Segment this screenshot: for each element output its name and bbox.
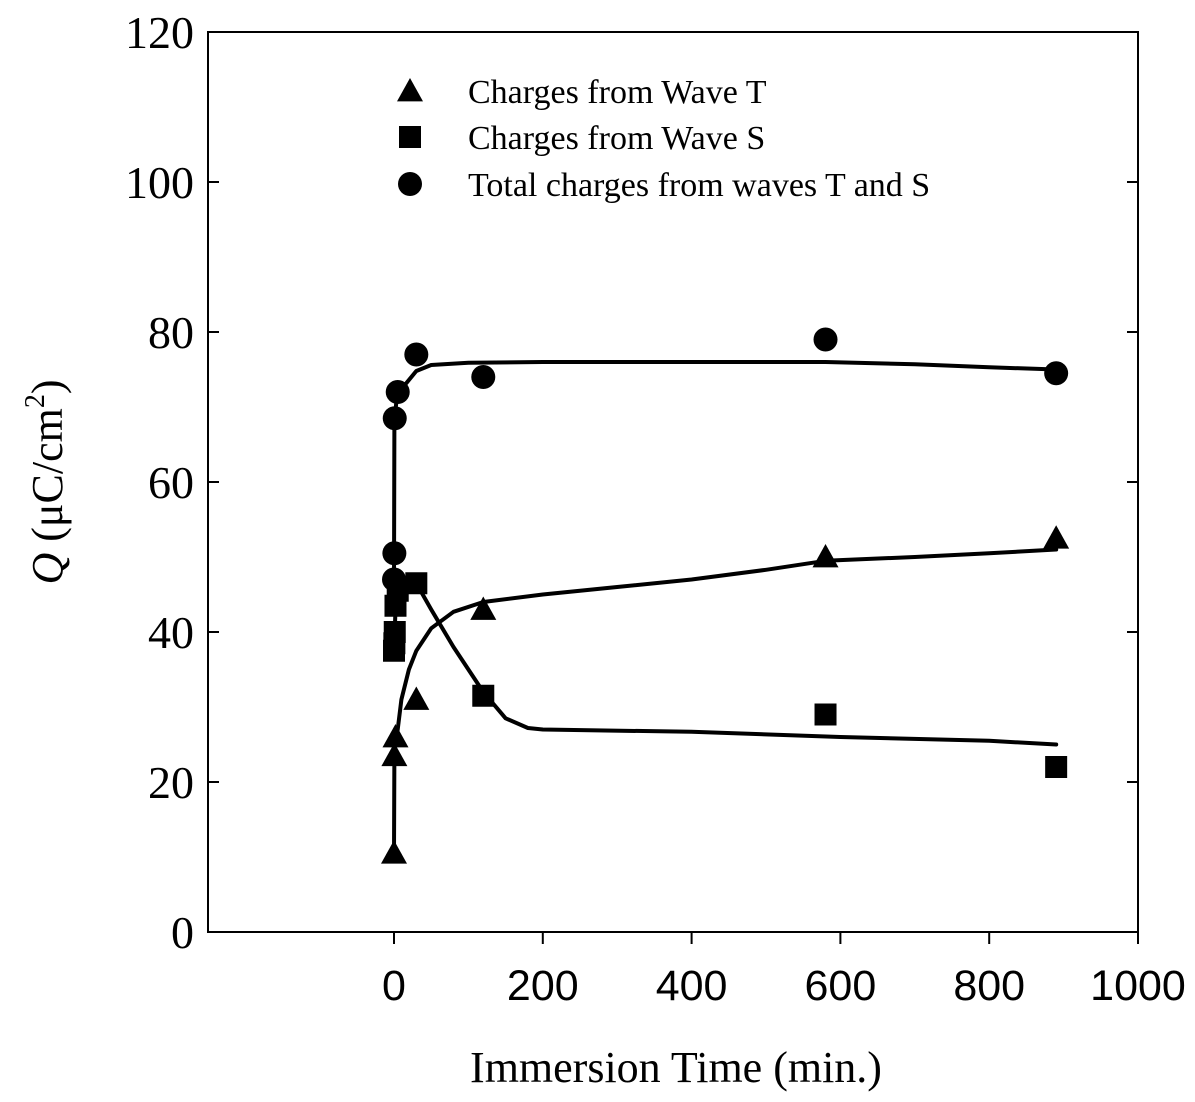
fit-line-wave-s (392, 581, 1059, 747)
legend: Charges from Wave T Charges from Wave S To… (397, 74, 930, 204)
x-tick-label: 800 (953, 962, 1025, 1010)
legend-marker-wave-t (397, 78, 423, 102)
data-markers (381, 327, 1070, 864)
x-tick-label: 1000 (1090, 962, 1186, 1010)
point-total (1044, 361, 1069, 386)
legend-label-wave-t: Charges from Wave T (468, 74, 767, 111)
x-tick-label: 200 (507, 962, 579, 1010)
point-wave-t (812, 544, 839, 568)
y-tick-label: 120 (125, 7, 194, 58)
y-tick-label: 80 (148, 307, 194, 358)
point-wave-s (814, 703, 837, 726)
y-axis-label-symbol: Q (23, 553, 72, 585)
x-axis-ticks: 0 200 400 600 800 1000 (382, 932, 1186, 1010)
y-axis-ticks: 0 20 40 60 80 100 120 (125, 7, 1138, 958)
point-wave-t (382, 724, 409, 748)
x-tick-label: 400 (656, 962, 728, 1010)
y-axis-label-unit: (μC/cm (23, 408, 72, 553)
point-total (382, 541, 407, 566)
y-tick-label: 100 (125, 157, 194, 208)
point-wave-t (381, 840, 407, 864)
x-axis-label: Immersion Time (min.) (470, 1043, 882, 1092)
y-tick-label: 20 (148, 757, 194, 808)
point-wave-t (381, 742, 408, 767)
y-tick-label: 60 (148, 457, 194, 508)
point-total (404, 342, 429, 367)
point-wave-t (403, 686, 430, 710)
fit-lines (392, 360, 1059, 856)
point-wave-s (383, 621, 406, 643)
point-total (813, 327, 838, 352)
point-wave-s (472, 684, 495, 707)
legend-marker-total (398, 172, 422, 196)
point-total (382, 406, 407, 431)
fit-line-total (392, 360, 1059, 582)
x-tick-label: 600 (805, 962, 877, 1010)
legend-label-wave-s: Charges from Wave S (468, 120, 765, 157)
point-total (471, 365, 496, 389)
point-wave-t (1043, 525, 1070, 549)
point-wave-t (470, 596, 497, 620)
legend-marker-wave-s (399, 126, 421, 148)
y-tick-label: 0 (171, 907, 194, 958)
y-axis-label-exponent: 2 (20, 394, 51, 408)
y-axis-label: Q (μC/cm2) (20, 379, 72, 584)
legend-label-total: Total charges from waves T and S (468, 167, 930, 204)
point-total (385, 380, 410, 404)
y-axis-label-close: ) (23, 379, 72, 394)
y-tick-label: 40 (148, 607, 194, 658)
point-wave-s (405, 572, 428, 595)
point-total (382, 567, 406, 592)
point-wave-s (1045, 756, 1068, 778)
x-tick-label: 0 (382, 962, 406, 1010)
